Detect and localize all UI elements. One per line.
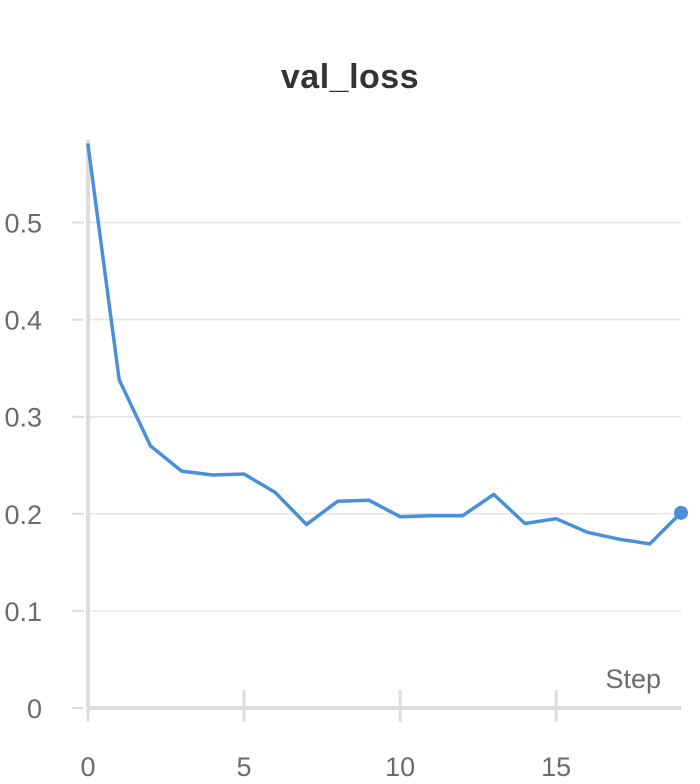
x-axis-label: Step <box>605 664 661 694</box>
data-point <box>148 444 152 448</box>
label-layer: 0 0.1 0.2 0.3 0.4 0.5 0 5 10 15 Step <box>4 209 661 782</box>
data-point <box>523 522 527 526</box>
data-point <box>336 499 340 503</box>
y-tick-label: 0.4 <box>4 306 42 336</box>
y-tick-label: 0.2 <box>4 500 42 530</box>
series-layer <box>86 143 688 546</box>
x-tick-label: 0 <box>80 752 95 782</box>
data-point <box>86 143 90 147</box>
data-point <box>273 490 277 494</box>
data-point <box>429 514 433 518</box>
grid-layer <box>88 221 681 612</box>
series-line <box>86 143 683 546</box>
data-point <box>304 522 308 526</box>
data-point <box>211 473 215 477</box>
data-point <box>554 517 558 521</box>
data-point <box>617 537 621 541</box>
data-point <box>398 515 402 519</box>
data-point <box>117 378 121 382</box>
data-point <box>585 530 589 534</box>
y-tick-label: 0.5 <box>4 209 42 239</box>
x-tick-label: 5 <box>237 752 252 782</box>
data-point <box>242 472 246 476</box>
data-point <box>492 492 496 496</box>
last-point-marker <box>674 505 688 520</box>
y-tick-label: 0.1 <box>4 597 42 627</box>
y-tick-label: 0 <box>27 694 42 724</box>
x-tick-label: 15 <box>541 752 571 782</box>
data-point <box>367 498 371 502</box>
axis-layer <box>72 140 681 722</box>
data-point <box>461 514 465 518</box>
chart-title: val_loss <box>280 58 420 96</box>
data-point <box>648 542 652 546</box>
data-point <box>180 469 184 473</box>
y-tick-label: 0.3 <box>4 403 42 433</box>
x-tick-label: 10 <box>385 752 415 782</box>
